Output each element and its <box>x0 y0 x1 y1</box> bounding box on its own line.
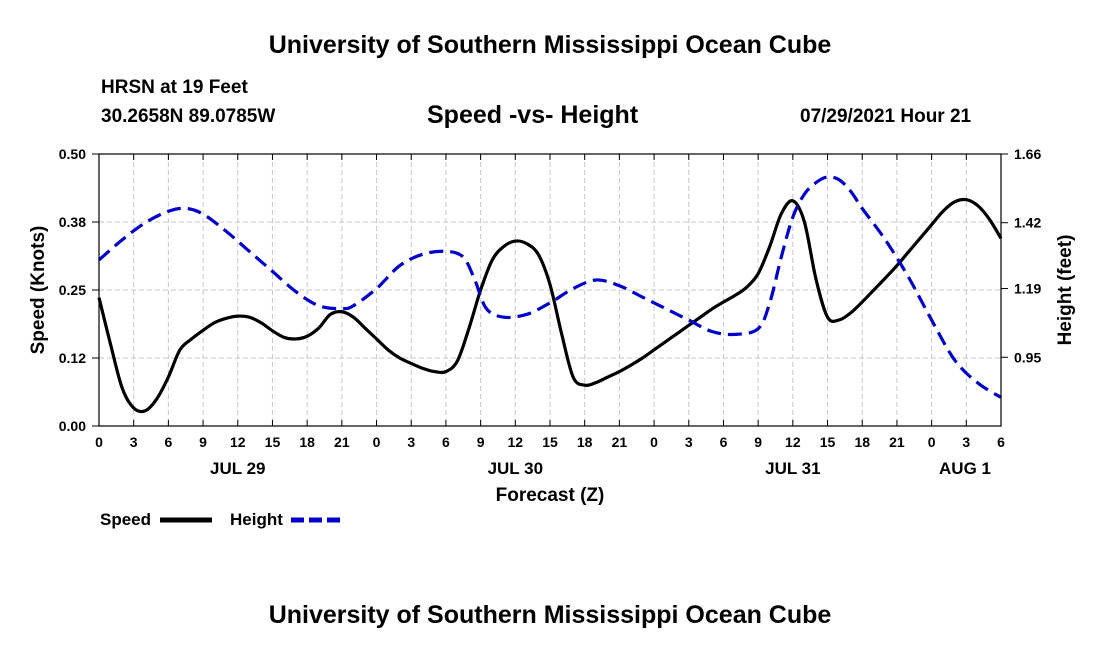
x-axis-title: Forecast (Z) <box>496 485 605 506</box>
x-tick-label: 3 <box>130 434 138 450</box>
x-tick-label: 0 <box>928 434 936 450</box>
y-tick-label-left: 0.25 <box>59 282 86 298</box>
axis-labels: Forecast (Z) Speed (Knots) Height (feet) <box>28 226 1076 506</box>
x-tick-label: 9 <box>477 434 485 450</box>
forecast-datetime: 07/29/2021 Hour 21 <box>800 106 972 127</box>
y-tick-label-right: 0.95 <box>1014 349 1041 365</box>
legend-speed-label: Speed <box>100 510 151 529</box>
x-tick-label: 0 <box>650 434 658 450</box>
x-tick-label: 12 <box>785 434 801 450</box>
legend: Speed Height <box>100 510 343 529</box>
x-tick-label: 3 <box>962 434 970 450</box>
x-tick-label: 18 <box>299 434 315 450</box>
x-tick-label: 0 <box>373 434 381 450</box>
x-tick-label: 9 <box>199 434 207 450</box>
date-label: AUG 1 <box>939 459 991 478</box>
x-tick-label: 6 <box>442 434 450 450</box>
x-tick-label: 18 <box>854 434 870 450</box>
x-tick-label: 12 <box>508 434 524 450</box>
date-label: JUL 29 <box>210 459 265 478</box>
x-tick-label: 6 <box>720 434 728 450</box>
x-tick-label: 6 <box>164 434 172 450</box>
y-axis-title-left: Speed (Knots) <box>28 226 49 355</box>
x-tick-label: 3 <box>407 434 415 450</box>
axes: 0 3 6 9 12 15 18 21 0 3 6 9 12 15 18 21 0 3 6 9 12 15 18 21 0 3 6 J… <box>59 146 1042 478</box>
y-tick-label-left: 0.50 <box>59 146 86 162</box>
y-tick-label-left: 0.38 <box>59 214 86 230</box>
x-tick-label: 12 <box>230 434 246 450</box>
y-tick-label-left: 0.12 <box>59 350 86 366</box>
chart-title: Speed -vs- Height <box>427 101 639 129</box>
x-tick-label: 15 <box>265 434 281 450</box>
station-coordinates: 30.2658N 89.0785W <box>101 106 276 127</box>
x-tick-label: 21 <box>334 434 350 450</box>
height-series-line <box>97 175 1002 399</box>
date-label: JUL 30 <box>488 459 543 478</box>
x-tick-label: 21 <box>612 434 628 450</box>
x-tick-label: 15 <box>542 434 558 450</box>
station-name: HRSN at 19 Feet <box>101 77 248 98</box>
x-tick-label: 0 <box>95 434 103 450</box>
y-tick-label-left: 0.00 <box>59 418 86 434</box>
series <box>97 175 1003 414</box>
page-title: University of Southern Mississippi Ocean… <box>268 31 832 59</box>
x-tick-label: 18 <box>577 434 593 450</box>
x-tick-label: 6 <box>997 434 1005 450</box>
grid <box>99 154 1001 426</box>
footer-title: University of Southern Mississippi Ocean… <box>268 601 832 629</box>
y-axis-title-right: Height (feet) <box>1055 235 1076 346</box>
x-tick-label: 15 <box>820 434 836 450</box>
y-tick-label-right: 1.42 <box>1014 215 1041 231</box>
x-tick-label: 9 <box>754 434 762 450</box>
y-tick-label-right: 1.66 <box>1014 146 1041 162</box>
x-tick-label: 3 <box>685 434 693 450</box>
y-tick-label-right: 1.19 <box>1014 281 1041 297</box>
date-label: JUL 31 <box>765 459 820 478</box>
x-tick-label: 21 <box>889 434 905 450</box>
legend-height-label: Height <box>230 510 283 529</box>
speed-series-line <box>97 197 1003 414</box>
